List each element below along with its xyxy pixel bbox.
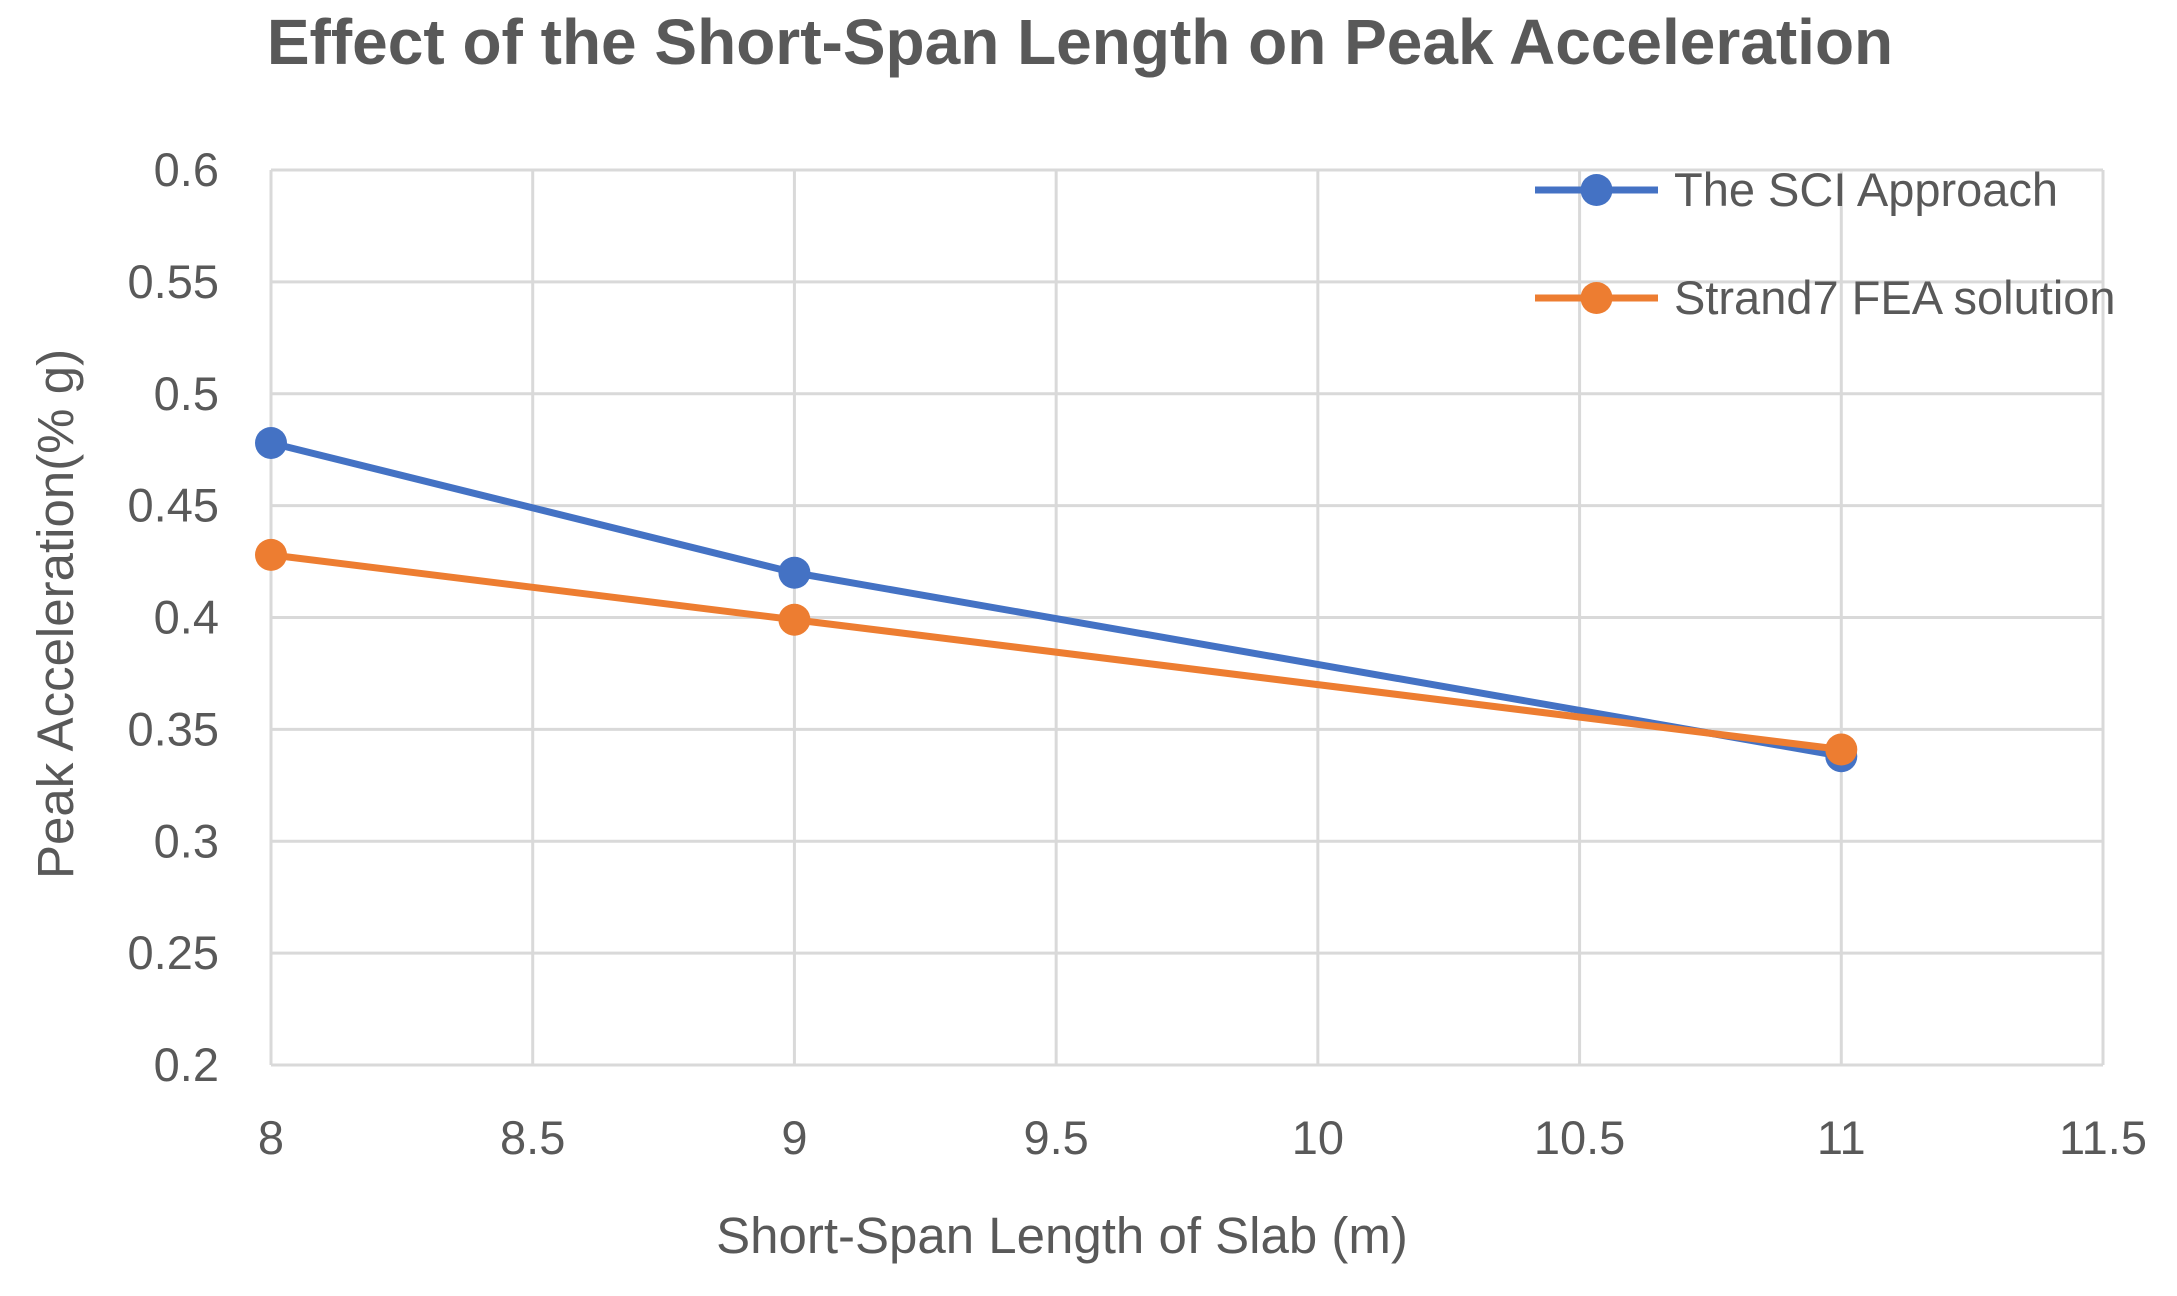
data-point [778,603,811,636]
series-2 [255,538,1858,766]
chart-title: Effect of the Short-Span Length on Peak … [267,6,1893,78]
x-tick-label: 11.5 [2059,1111,2147,1164]
x-tick-label: 11 [1817,1111,1866,1164]
y-tick-label: 0.6 [154,143,219,196]
y-tick-label: 0.45 [128,479,219,532]
legend-label: The SCI Approach [1674,163,2058,216]
y-tick-label: 0.25 [128,926,219,979]
legend-item: The SCI Approach [1535,163,2058,216]
y-axis-ticks: 0.2 0.25 0.3 0.35 0.4 0.45 0.5 0.55 0.6 [128,143,219,1091]
y-tick-label: 0.4 [154,591,219,644]
x-tick-label: 10.5 [1534,1111,1625,1164]
x-tick-label: 9.5 [1023,1111,1088,1164]
x-tick-label: 8 [258,1111,284,1164]
legend-swatch-marker [1580,282,1613,314]
data-point [778,556,811,589]
legend-swatch-marker [1580,174,1613,206]
x-axis-ticks: 8 8.5 9 9.5 10 10.5 11 11.5 [258,1111,2147,1164]
y-tick-label: 0.3 [154,814,219,867]
data-point [1825,733,1858,766]
data-point [255,538,287,571]
x-tick-label: 10 [1292,1111,1344,1164]
series-layer [255,426,1858,773]
legend: The SCI Approach Strand7 FEA solution [1535,163,2116,324]
data-point [255,426,287,459]
x-tick-label: 9 [781,1111,807,1164]
x-axis-title: Short-Span Length of Slab (m) [716,1207,1408,1264]
y-tick-label: 0.35 [128,702,219,755]
legend-item: Strand7 FEA solution [1535,271,2116,324]
y-tick-label: 0.2 [154,1038,219,1091]
y-tick-label: 0.5 [154,367,219,420]
x-tick-label: 8.5 [500,1111,565,1164]
legend-label: Strand7 FEA solution [1674,271,2116,324]
y-tick-label: 0.55 [128,255,219,308]
y-axis-title: Peak Acceleration(% g) [27,349,84,879]
